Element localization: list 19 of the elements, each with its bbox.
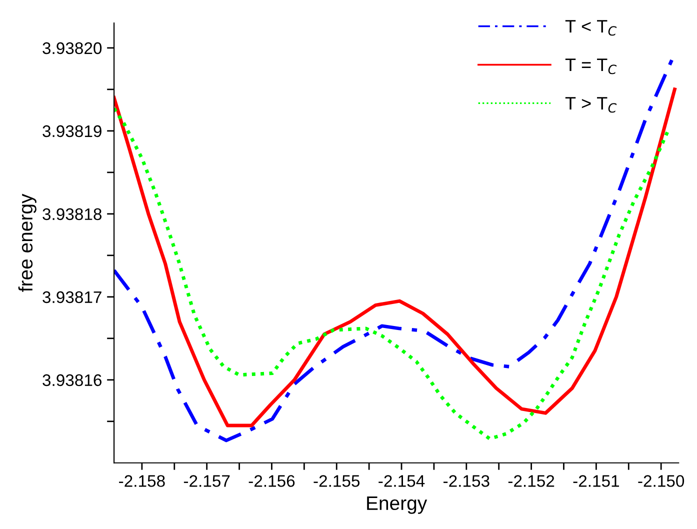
x-tick-label: -2.156 <box>248 475 295 487</box>
x-tick-label: -2.153 <box>444 475 490 487</box>
x-tick-label: -2.150 <box>638 475 684 487</box>
legend-label: T = T$_{C}$ <box>565 58 617 74</box>
x-tick-label: -2.155 <box>314 475 360 487</box>
x-tick-label: -2.152 <box>508 475 554 487</box>
y-tick-label: 3.93817 <box>42 291 102 304</box>
y-axis-title: free energy <box>18 194 36 292</box>
y-tick-label: 3.93820 <box>42 42 102 54</box>
x-tick-label: -2.154 <box>378 475 425 487</box>
x-tick-label: -2.151 <box>573 475 620 487</box>
legend-label: T < T$_{C}$ <box>565 20 617 36</box>
y-tick-label: 3.93816 <box>42 374 102 386</box>
y-tick-label: 3.93819 <box>42 125 102 138</box>
legend-label: T > T$_{C}$ <box>565 97 617 113</box>
y-tick-label: 3.93818 <box>42 208 102 220</box>
x-tick-label: -2.158 <box>119 475 165 487</box>
x-tick-label: -2.157 <box>184 475 230 487</box>
x-axis-title: Energy <box>367 496 428 514</box>
